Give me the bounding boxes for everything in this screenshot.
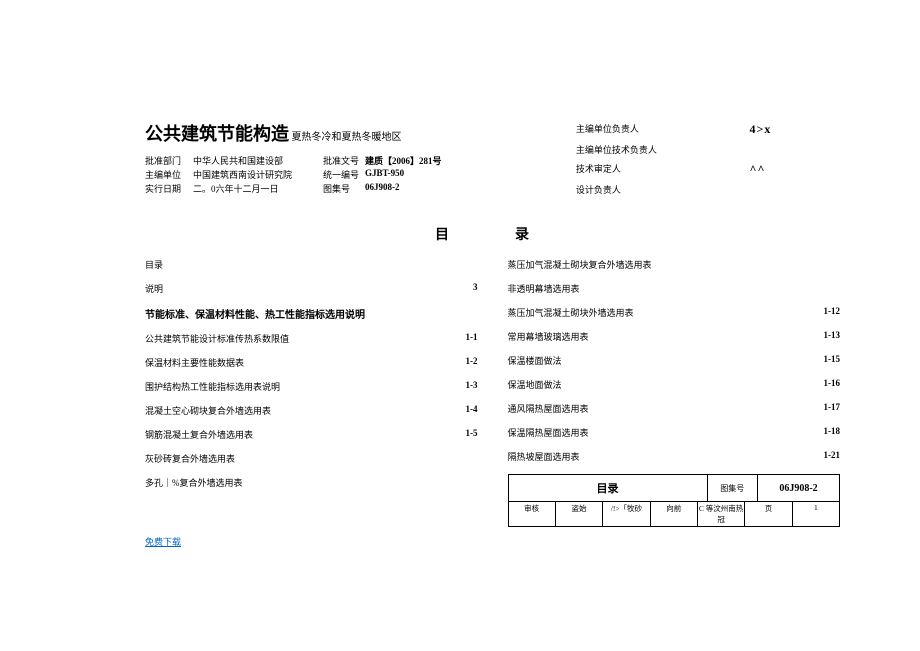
- toc-entry-page: 1-13: [824, 330, 841, 343]
- toc-entry-title: 保温材料主要性能数据表: [145, 356, 244, 369]
- toc-entry-page: 1-2: [466, 356, 478, 369]
- toc-entry-title: 目录: [145, 258, 163, 271]
- editor-unit-value: 中国建筑西南设计研究院: [193, 168, 323, 181]
- toc-entry-title: 保温楼面做法: [508, 354, 562, 367]
- toc-entry-title: 混凝土空心砌块复合外墙选用表: [145, 404, 271, 417]
- subtitle: 夏热冬冷和夏热冬暖地区: [292, 132, 402, 143]
- info-box-top: 目录 图集号 06J908-2: [509, 475, 840, 501]
- infobox-set-label: 图集号: [708, 475, 759, 501]
- resp-approver-label: 技术审定人: [576, 162, 726, 177]
- toc-entry-page: 1-4: [466, 404, 478, 417]
- unified-no-value: GJBT-950: [365, 168, 445, 178]
- toc-entry-title: 节能标准、保温材料性能、热工性能指标选用说明: [145, 306, 365, 321]
- toc-entry-title: 公共建筑节能设计标准传热系数限值: [145, 332, 289, 345]
- toc-line: 常用幕墙玻璃选用表 1-13: [508, 330, 841, 343]
- toc-entry-page: 1-12: [824, 306, 841, 319]
- toc-entry-title: 隔热坡屋面选用表: [508, 450, 580, 463]
- toc-left-col: 目录说明3节能标准、保温材料性能、热工性能指标选用说明公共建筑节能设计标准传热系…: [145, 258, 478, 527]
- toc-entry-page: 1-18: [824, 426, 841, 439]
- toc-line: 蒸压加气混凝土砌块外墙选用表 1-12: [508, 306, 841, 319]
- approval-dept-value: 中华人民共和国建设部: [193, 154, 323, 167]
- infobox-bot-cell: 向前: [651, 502, 698, 526]
- toc-line: 保温隔热屋面选用表 1-18: [508, 426, 841, 439]
- infobox-set-value: 06J908-2: [758, 475, 839, 501]
- toc-line: 保温楼面做法 1-15: [508, 354, 841, 367]
- responsible-block: 主编单位负责人 4>x 主编单位技术负责人 技术审定人 ^^ 设计负责人: [576, 120, 840, 196]
- info-box-wrap: 目录 图集号 06J908-2 审核盗始/!>「牧砂向前C 等汶州南热冠页1: [508, 474, 841, 527]
- unified-no-label: 统一编号: [323, 168, 365, 181]
- info-box: 目录 图集号 06J908-2 审核盗始/!>「牧砂向前C 等汶州南热冠页1: [508, 474, 841, 527]
- toc-entry-title: 非透明幕墙选用表: [508, 282, 580, 295]
- toc-entry-title: 保温地面做法: [508, 378, 562, 391]
- toc-right-col: 蒸压加气混凝土砌块复合外墙选用表非透明幕墙选用表蒸压加气混凝土砌块外墙选用表 1-…: [508, 258, 841, 527]
- toc-line: 通风隔热屋面选用表 1-17: [508, 402, 841, 415]
- download-link[interactable]: 免费下载: [145, 535, 181, 548]
- resp-designer-value: [750, 183, 840, 196]
- toc-line: 钢筋混凝土复合外墙选用表 1-5: [145, 428, 478, 441]
- infobox-bot-cell: /!>「牧砂: [603, 502, 650, 526]
- toc-line: 围护结构热工性能指标选用表说明 1-3: [145, 380, 478, 393]
- approval-grid: 批准部门 中华人民共和国建设部 批准文号 建质【2006】281号 主编单位 中…: [145, 154, 548, 195]
- toc-heading-mu: 目: [435, 224, 449, 244]
- toc-line: 节能标准、保温材料性能、热工性能指标选用说明: [145, 306, 478, 321]
- editor-unit-label: 主编单位: [145, 168, 193, 181]
- infobox-bot-cell: 1: [793, 502, 839, 526]
- toc-line: 隔热坡屋面选用表 1-21: [508, 450, 841, 463]
- toc-entry-page: 1-15: [824, 354, 841, 367]
- infobox-bot-cell: 审核: [509, 502, 556, 526]
- infobox-bot-cell: 盗始: [556, 502, 603, 526]
- atlas-no-label: 图集号: [323, 182, 365, 195]
- toc-entry-title: 通风隔热屋面选用表: [508, 402, 589, 415]
- resp-tech-label: 主编单位技术负责人: [576, 143, 726, 156]
- toc-line: 非透明幕墙选用表: [508, 282, 841, 295]
- toc-entry-page: 1-21: [824, 450, 841, 463]
- toc-entry-title: 钢筋混凝土复合外墙选用表: [145, 428, 253, 441]
- toc-entry-title: 保温隔热屋面选用表: [508, 426, 589, 439]
- toc-entry-title: 蒸压加气混凝土砌块复合外墙选用表: [508, 258, 652, 271]
- approval-doc-value: 建质【2006】281号: [365, 154, 445, 167]
- toc-entry-page: 1-3: [466, 380, 478, 393]
- toc-entry-page: 1-5: [466, 428, 478, 441]
- infobox-title: 目录: [509, 475, 708, 501]
- infobox-bot-cell: C 等汶州南热冠: [698, 502, 745, 526]
- toc-line: 混凝土空心砌块复合外墙选用表 1-4: [145, 404, 478, 417]
- toc-entry-title: 蒸压加气混凝土砌块外墙选用表: [508, 306, 634, 319]
- effective-date-value: 二。0六年十二月一日: [193, 182, 323, 195]
- resp-head-value: 4>x: [750, 122, 840, 137]
- atlas-no-value: 06J908-2: [365, 182, 445, 192]
- header-row: 公共建筑节能构造 夏热冬冷和夏热冬暖地区 批准部门 中华人民共和国建设部 批准文…: [145, 120, 840, 196]
- resp-tech-value: [750, 143, 840, 156]
- toc-entry-title: 围护结构热工性能指标选用表说明: [145, 380, 280, 393]
- approval-dept-label: 批准部门: [145, 154, 193, 167]
- resp-head-label: 主编单位负责人: [576, 122, 726, 137]
- toc-heading-lu: 录: [515, 224, 529, 244]
- effective-date-label: 实行日期: [145, 182, 193, 195]
- toc-line: 公共建筑节能设计标准传热系数限值 1-1: [145, 332, 478, 345]
- infobox-bot-cell: 页: [745, 502, 792, 526]
- toc-entry-title: 常用幕墙玻璃选用表: [508, 330, 589, 343]
- toc-entry-title: 多孔｜%复合外墙选用表: [145, 476, 243, 489]
- toc-entry-page: 1-17: [824, 402, 841, 415]
- resp-approver-value: ^^: [750, 162, 840, 177]
- toc-line: 保温地面做法 1-16: [508, 378, 841, 391]
- toc-columns: 目录说明3节能标准、保温材料性能、热工性能指标选用说明公共建筑节能设计标准传热系…: [145, 258, 840, 527]
- main-title: 公共建筑节能构造: [145, 124, 289, 144]
- toc-line: 蒸压加气混凝土砌块复合外墙选用表: [508, 258, 841, 271]
- title-block: 公共建筑节能构造 夏热冬冷和夏热冬暖地区 批准部门 中华人民共和国建设部 批准文…: [145, 120, 548, 195]
- toc-entry-page: 3: [473, 282, 478, 295]
- toc-heading: 目 录: [145, 224, 840, 240]
- toc-line: 目录: [145, 258, 478, 271]
- toc-entry-page: 1-1: [466, 332, 478, 345]
- resp-designer-label: 设计负责人: [576, 183, 726, 196]
- toc-line: 说明 3: [145, 282, 478, 295]
- toc-entry-page: 1-16: [824, 378, 841, 391]
- toc-entry-title: 说明: [145, 282, 163, 295]
- approval-doc-label: 批准文号: [323, 154, 365, 167]
- toc-entry-title: 灰砂砖复合外墙选用表: [145, 452, 235, 465]
- toc-line: 保温材料主要性能数据表 1-2: [145, 356, 478, 369]
- toc-line: 灰砂砖复合外墙选用表: [145, 452, 478, 465]
- info-box-bottom: 审核盗始/!>「牧砂向前C 等汶州南热冠页1: [509, 501, 840, 526]
- toc-line: 多孔｜%复合外墙选用表: [145, 476, 478, 489]
